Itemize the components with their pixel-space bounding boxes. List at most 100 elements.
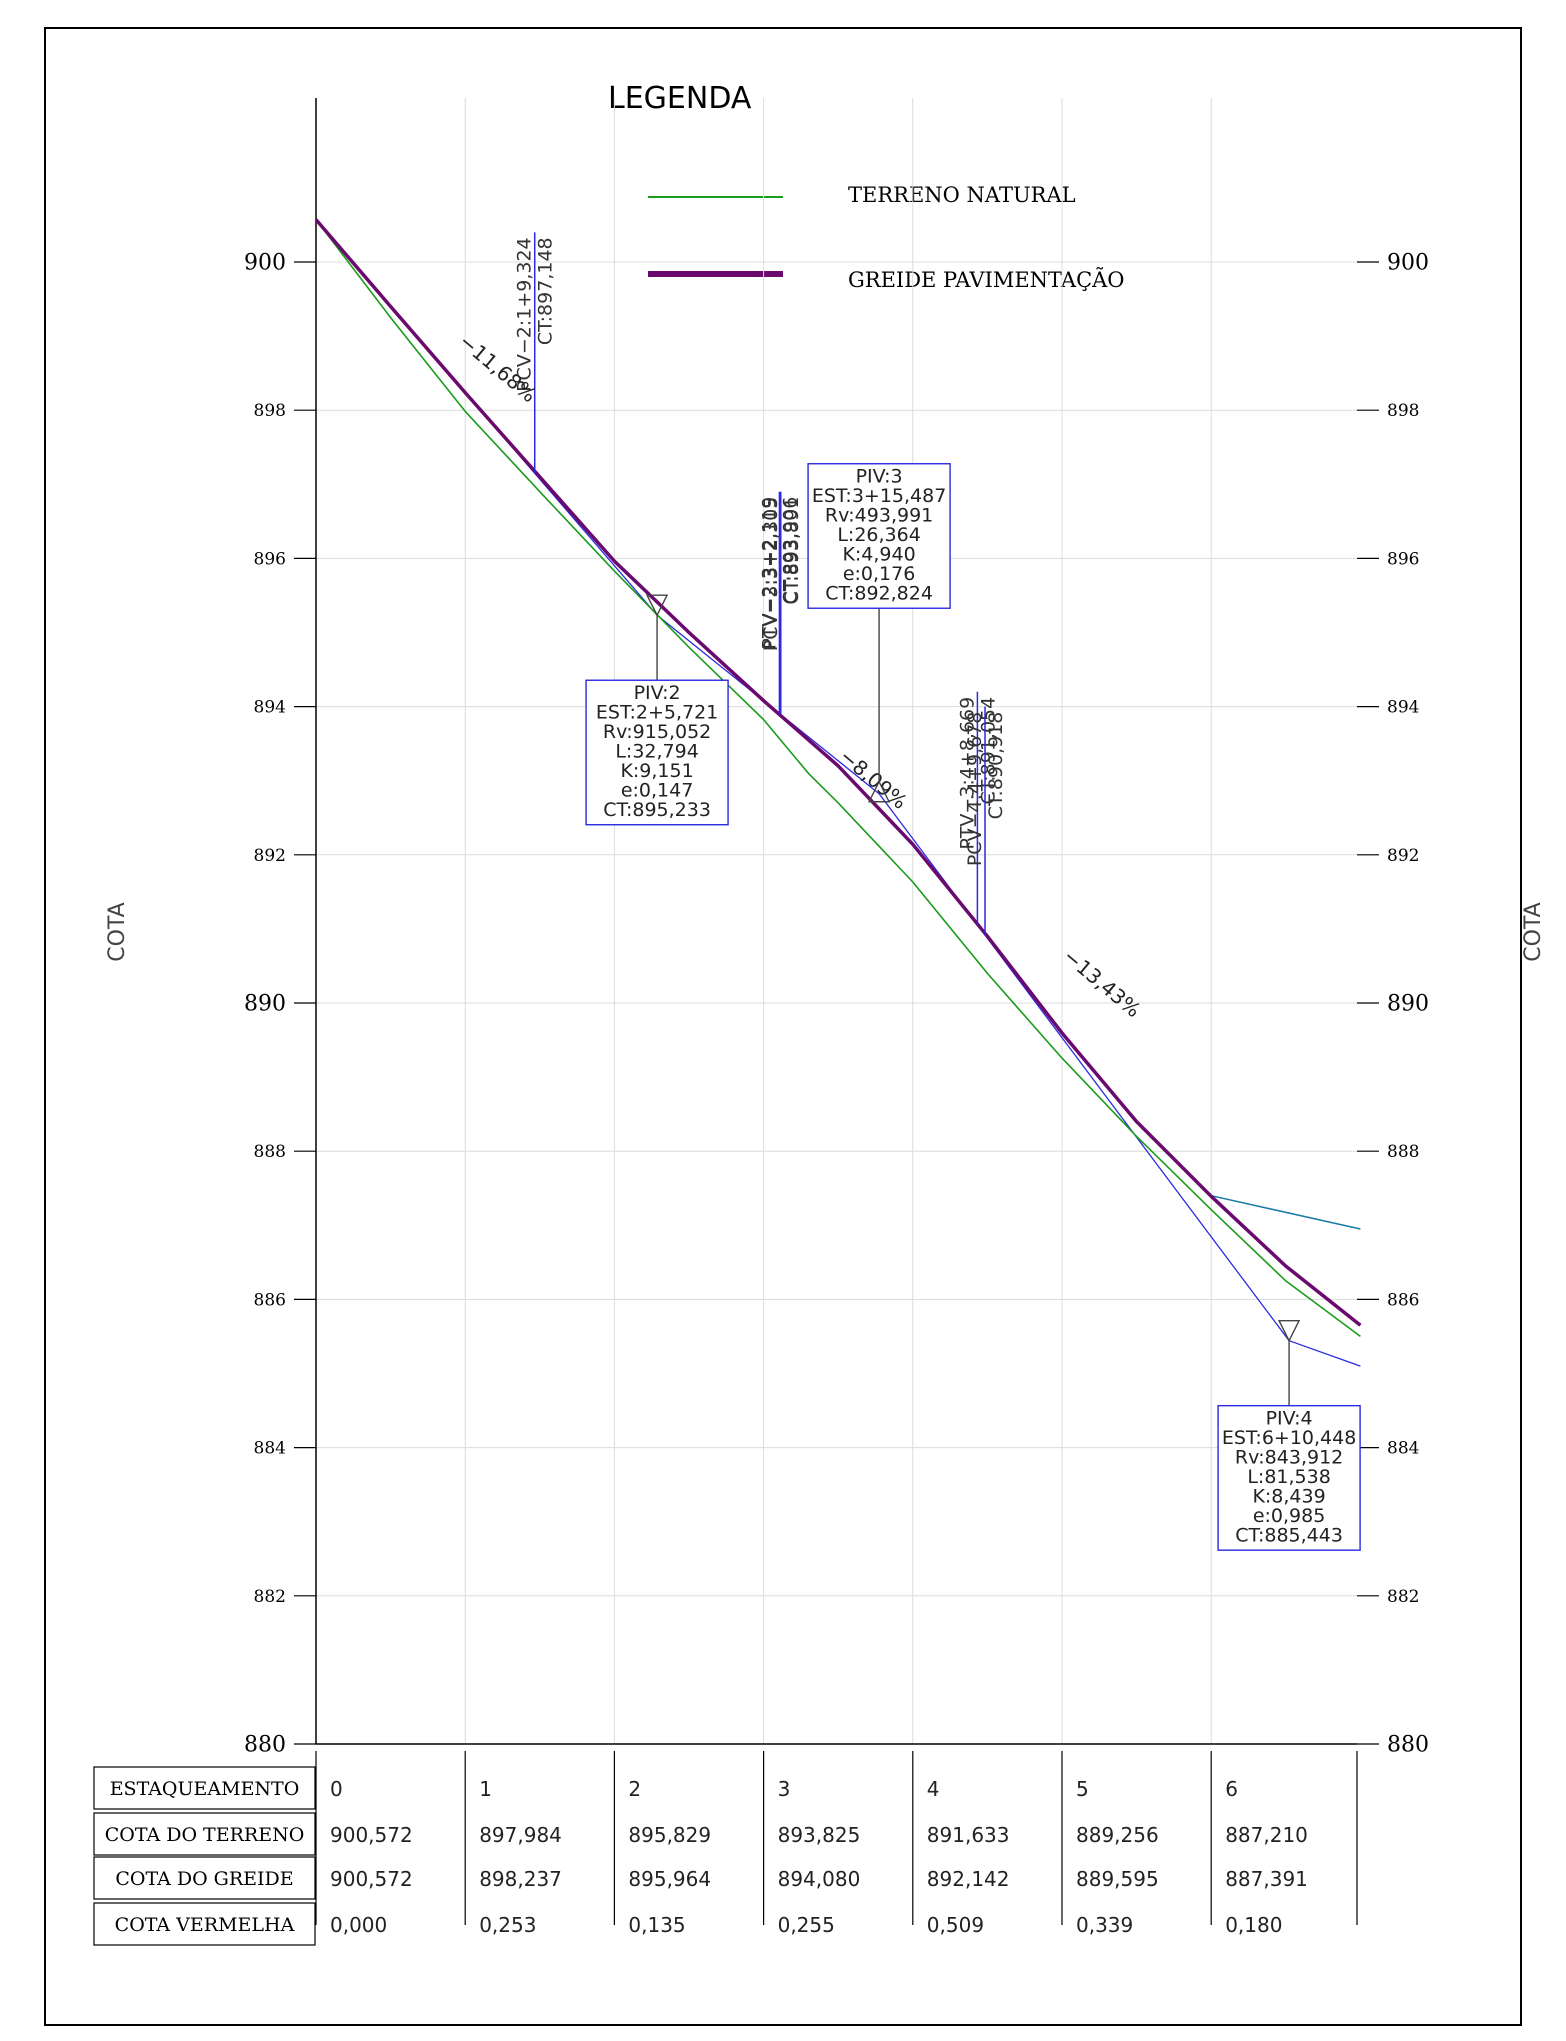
- y-tick-label-right: 880: [1387, 1733, 1429, 1758]
- y-tick-label-right: 884: [1387, 1439, 1419, 1459]
- table-cell: 889,256: [1076, 1823, 1159, 1847]
- y-tick-label-right: 896: [1387, 549, 1419, 569]
- table-cell: 0,509: [927, 1913, 984, 1937]
- table-cell: 894,080: [778, 1867, 861, 1891]
- table-cell: 0,339: [1076, 1913, 1133, 1937]
- legend-label-terreno: TERRENO NATURAL: [848, 183, 1076, 207]
- y-tick-label-left: 896: [254, 549, 286, 569]
- y-tick-label-left: 882: [254, 1587, 286, 1607]
- table-cell: 0,135: [628, 1913, 685, 1937]
- y-tick-label-left: 898: [254, 401, 286, 421]
- piv-boxes: PIV:2EST:2+5,721Rv:915,052L:32,794K:9,15…: [585, 463, 1361, 1551]
- vertical-marker-label: PCV−3:3+2,305: [760, 497, 782, 652]
- piv-marker-icon: [867, 780, 891, 803]
- y-tick-label-left: 880: [244, 1733, 286, 1758]
- vertical-marker-label: PCV−2:1+9,324: [514, 237, 536, 392]
- table-cell: 900,572: [330, 1867, 413, 1891]
- table-row-label: ESTAQUEAMENTO: [110, 1778, 300, 1800]
- table-cell: 893,825: [778, 1823, 861, 1847]
- y-tick-label-right: 882: [1387, 1587, 1419, 1607]
- table-row-label: COTA VERMELHA: [115, 1914, 295, 1936]
- vertical-marker-label: PCV−4:4+9,678: [964, 712, 986, 867]
- axes: 900 900 898 898 896 896 894 894 892 892 890 890 888 8…: [244, 98, 1429, 1758]
- table-cell: 887,391: [1225, 1867, 1308, 1891]
- table-row-label: COTA DO TERRENO: [105, 1824, 305, 1846]
- piv-box-line: e:0,147: [621, 780, 693, 802]
- y-tick-label-left: 894: [254, 698, 286, 718]
- legend: LEGENDA TERRENO NATURAL GREIDE PAVIMENTA…: [608, 81, 1125, 292]
- table-row-label-box: [93, 1902, 316, 1946]
- piv-box-line: L:26,364: [837, 524, 920, 546]
- grid: [316, 98, 1357, 1744]
- piv-marker-icon: [1277, 1319, 1301, 1343]
- y-tick-label-right: 900: [1387, 251, 1429, 276]
- table-cell: 898,237: [479, 1867, 562, 1891]
- piv-box-line: e:0,176: [843, 563, 915, 585]
- vertical-marker-label: PTV−2:3+2,119: [758, 497, 780, 650]
- piv-box-line: PIV:4: [1266, 1408, 1313, 1430]
- piv-box-line: PIV:2: [634, 682, 681, 704]
- legend-title: LEGENDA: [608, 81, 752, 116]
- y-tick-label-right: 892: [1387, 846, 1419, 866]
- piv-box-line: L:81,538: [1247, 1466, 1330, 1488]
- series-layer: [314, 218, 1362, 1367]
- table-row-label: COTA DO GREIDE: [115, 1868, 293, 1890]
- piv-box-line: CT:885,443: [1235, 1525, 1343, 1547]
- table-cell: 0,253: [479, 1913, 536, 1937]
- table-cell: 0,255: [778, 1913, 835, 1937]
- table-cell: 895,829: [628, 1823, 711, 1847]
- piv-box: [585, 679, 729, 826]
- table-cell: 891,633: [927, 1823, 1010, 1847]
- table-cell: 897,984: [479, 1823, 562, 1847]
- y-tick-label-right: 888: [1387, 1142, 1419, 1162]
- data-table: ESTAQUEAMENTO 0 1 2 3 4 5 6 COTA DO TERRENO 900,5…: [93, 1751, 1358, 1946]
- piv-marker-icon: [645, 594, 669, 617]
- piv-box-line: CT:892,824: [825, 583, 933, 605]
- y-tick-label-right: 898: [1387, 401, 1419, 421]
- piv-box-line: K:8,439: [1252, 1486, 1325, 1508]
- table-cell: 3: [778, 1777, 791, 1801]
- table-row-label-box: [93, 1812, 316, 1856]
- table-cell: 0,000: [330, 1913, 387, 1937]
- piv-box-line: K:9,151: [620, 760, 693, 782]
- y-tick-label-right: 886: [1387, 1290, 1419, 1310]
- piv-box-line: e:0,985: [1253, 1505, 1325, 1527]
- y-tick-label-left: 888: [254, 1142, 286, 1162]
- table-cell: 900,572: [330, 1823, 413, 1847]
- series-greide-pavimentacao: [314, 218, 1362, 1327]
- y-axis-label-left: COTA: [105, 902, 130, 961]
- y-tick-label-left: 884: [254, 1439, 286, 1459]
- piv-box-line: EST:3+15,487: [812, 485, 946, 507]
- vertical-marker-label: CT:897,148: [535, 237, 557, 345]
- vertical-markers: PCV−2:1+9,324 CT:897,148 PTV−2:3+2,119 CT:8…: [514, 232, 1007, 935]
- table-cell: 895,964: [628, 1867, 711, 1891]
- table-cell: 0: [330, 1777, 343, 1801]
- table-cell: 6: [1225, 1777, 1238, 1801]
- piv-box-line: EST:6+10,448: [1222, 1427, 1356, 1449]
- legend-label-greide: GREIDE PAVIMENTAÇÃO: [848, 268, 1125, 292]
- series-terreno-natural: [315, 219, 1361, 1338]
- table-cell: 2: [628, 1777, 641, 1801]
- piv-box-line: K:4,940: [842, 544, 915, 566]
- table-cell: 892,142: [927, 1867, 1010, 1891]
- piv-box-line: Rv:493,991: [825, 505, 933, 527]
- vertical-marker-label: CT:891,054: [977, 697, 999, 805]
- y-tick-label-left: 886: [254, 1290, 286, 1310]
- y-tick-label-right: 890: [1387, 992, 1429, 1017]
- piv-box: [1217, 1404, 1361, 1551]
- piv-box-line: EST:2+5,721: [596, 702, 718, 724]
- vertical-marker-label: CT:890,918: [985, 712, 1007, 820]
- table-cell: 887,210: [1225, 1823, 1308, 1847]
- series-extension: [1211, 1194, 1361, 1230]
- piv-box-line: Rv:843,912: [1235, 1447, 1343, 1469]
- piv-box-line: L:32,794: [615, 741, 698, 763]
- y-axis-label-right: COTA: [1521, 902, 1546, 961]
- table-cell: 1: [479, 1777, 492, 1801]
- y-tick-label-right: 894: [1387, 698, 1419, 718]
- piv-box-line: Rv:915,052: [603, 721, 711, 743]
- table-cell: 889,595: [1076, 1867, 1159, 1891]
- y-tick-label-left: 900: [244, 251, 286, 276]
- piv-box-line: PIV:3: [856, 466, 903, 488]
- table-cell: 5: [1076, 1777, 1089, 1801]
